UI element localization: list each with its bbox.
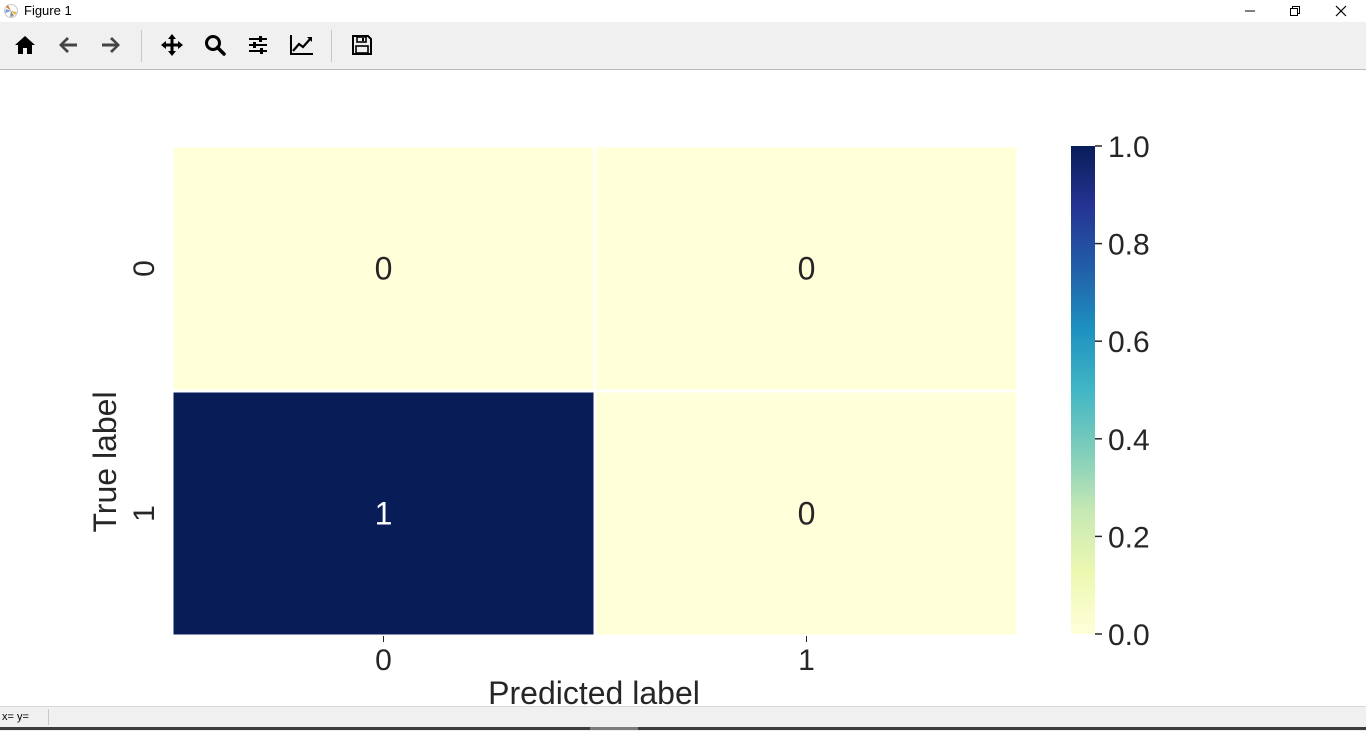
heatmap-cell [593,389,1020,638]
configure-subplots-button[interactable] [241,28,275,62]
status-divider [48,709,49,725]
colorbar-tick-label: 0.2 [1108,521,1150,554]
y-tick-label: 1 [128,505,161,522]
x-tick-label: 1 [798,644,815,677]
colorbar-ticks: 0.0 0.2 0.4 0.6 0.8 1.0 [1095,131,1150,652]
colorbar-tick-label: 0.6 [1108,326,1150,359]
colorbar-tick-label: 1.0 [1108,131,1150,164]
toolbar-separator [141,30,142,62]
close-icon [1335,5,1347,17]
magnifier-icon [205,35,226,56]
toolbar-separator [331,30,332,62]
close-button[interactable] [1318,0,1364,22]
pan-button[interactable] [155,28,189,62]
colorbar-tick-label: 0.4 [1108,424,1150,457]
x-tick-label: 0 [375,644,392,677]
zoom-button[interactable] [198,28,232,62]
status-bar: x= y= [0,706,1366,731]
heatmap-cell [593,144,1020,393]
save-button[interactable] [345,28,379,62]
minimize-icon [1245,10,1255,12]
heatmap-cell [170,389,597,638]
y-tick-labels: 01 [128,260,161,522]
home-button[interactable] [8,28,42,62]
arrow-right-icon [102,37,120,53]
cursor-coordinates: x= y= [2,711,29,723]
minimize-button[interactable] [1227,0,1273,22]
colorbar-tick-label: 0.8 [1108,229,1150,262]
y-tick-label: 0 [128,260,161,277]
edit-axis-button[interactable] [284,28,318,62]
heatmap-cells: 0 0 1 0 [170,144,1020,638]
window-title: Figure 1 [24,3,72,18]
cell-annotation: 1 [375,496,393,532]
back-button[interactable] [51,28,85,62]
window-bottom-edge [0,727,1366,730]
restore-icon [1290,6,1300,16]
window-titlebar: Figure 1 [0,0,1366,22]
arrow-left-icon [59,37,77,53]
move-icon [161,34,183,56]
home-icon [15,36,35,54]
cell-annotation: 0 [798,251,816,287]
heatmap-cell [170,144,597,393]
cell-annotation: 0 [798,496,816,532]
navigation-toolbar [0,22,1366,70]
y-axis-label: True label [87,391,123,532]
restore-button[interactable] [1272,0,1318,22]
floppy-disk-icon [352,35,372,55]
line-chart-icon [290,35,313,55]
matplotlib-app-icon [4,4,18,18]
colorbar-tick-label: 0.0 [1108,619,1150,652]
colorbar [1071,146,1095,634]
x-axis-label: Predicted label [488,675,700,706]
forward-button[interactable] [94,28,128,62]
cell-annotation: 0 [375,251,393,287]
window-bottom-edge-highlight [590,727,638,730]
sliders-icon [249,36,267,54]
